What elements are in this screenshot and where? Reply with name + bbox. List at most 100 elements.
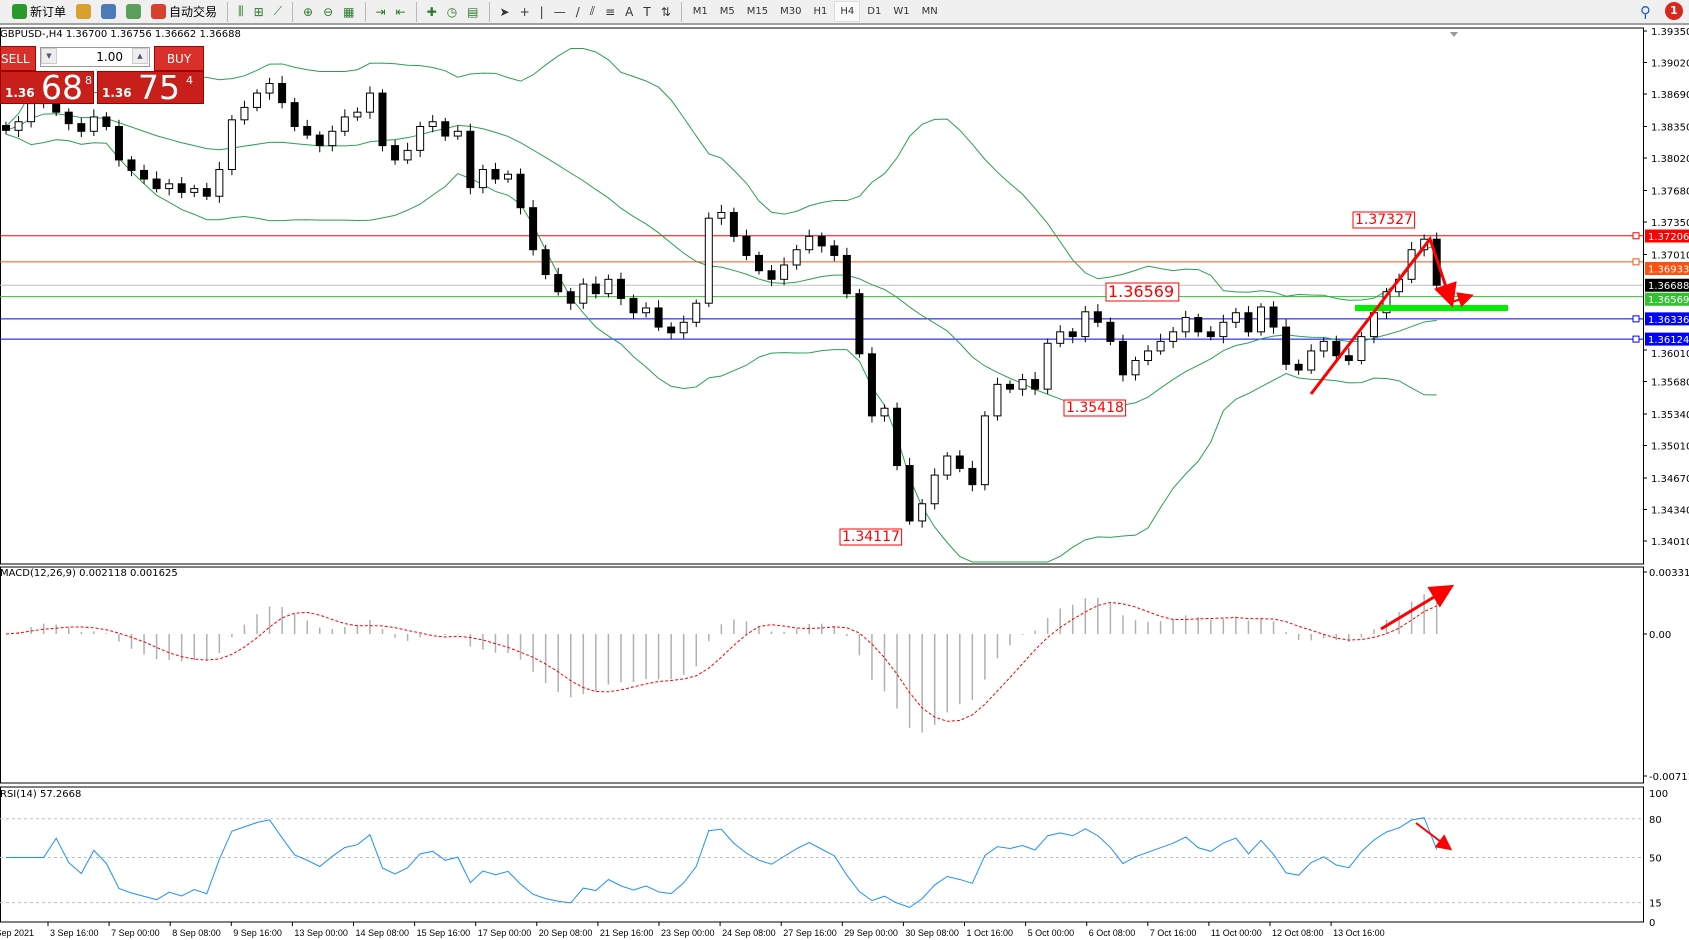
timeframe-m1[interactable]: M1 (692, 6, 708, 17)
fibonacci-icon[interactable]: ≡ (605, 4, 616, 19)
line-chart-icon[interactable]: ⟋ (273, 4, 283, 18)
bearish-candle (391, 145, 400, 161)
price-tick-label: 1.39020 (1651, 59, 1689, 70)
rsi-tick-label: 80 (1649, 815, 1662, 826)
toolbar-separator (364, 1, 366, 22)
zoom-in-icon[interactable]: ⊕ (303, 4, 314, 19)
price-tick-label: 1.37350 (1651, 218, 1689, 229)
bullish-candle (918, 503, 927, 522)
chart-area[interactable]: 1.39350 1.39020 1.38690 1.38350 1.38020 1.376… (0, 27, 1689, 940)
bullish-candle (428, 121, 437, 128)
candlestick-icon[interactable]: ⊞ (253, 4, 264, 19)
arrows-icon[interactable]: ⇅ (660, 4, 671, 19)
bullish-candle (190, 188, 199, 193)
price-level-badge (1645, 229, 1689, 243)
sell-price[interactable]: 1.36 68 8 (0, 68, 94, 107)
bearish-candle (755, 254, 763, 272)
bearish-candle (855, 293, 864, 355)
date-label: 21 Sep 16:00 (600, 928, 654, 938)
terminal-icon (101, 4, 117, 19)
bullish-candle (1219, 321, 1228, 338)
vertical-line-icon[interactable]: | (539, 4, 544, 19)
new-order-button[interactable]: 新订单 (8, 1, 70, 22)
timeframe-h4[interactable]: H4 (834, 1, 861, 22)
price-tick-label: 1.34670 (1651, 474, 1689, 485)
equidistant-channel-icon[interactable]: ⫽ (589, 4, 596, 18)
bearish-candle (1194, 317, 1203, 333)
price-tick-label: 1.37010 (1651, 250, 1689, 261)
bearish-candle (566, 291, 575, 304)
tile-windows-icon[interactable]: ▦ (343, 4, 355, 19)
signal-button[interactable] (122, 1, 145, 22)
date-label: 7 Oct 16:00 (1150, 928, 1197, 938)
bearish-candle (616, 278, 625, 299)
templates-icon[interactable]: ▤ (467, 4, 479, 19)
date-label: 13 Oct 16:00 (1333, 928, 1385, 938)
rsi-arrow-icon (1415, 822, 1453, 851)
sell-button[interactable]: SELL (0, 46, 36, 71)
bearish-candle (1344, 355, 1353, 361)
bearish-candle (1244, 312, 1253, 333)
bearish-candle (202, 188, 211, 197)
timeframe-mn[interactable]: MN (921, 6, 938, 17)
bullish-candle (1257, 306, 1265, 333)
search-icon[interactable]: ⚲ (1640, 3, 1651, 21)
price-tick-label: 1.34340 (1651, 505, 1689, 516)
bearish-candle (1282, 326, 1291, 365)
small-arrow-icon (1451, 292, 1474, 308)
chart-shift-icon[interactable]: ⇤ (395, 4, 406, 19)
metaeditor-button[interactable] (72, 1, 95, 22)
horizontal-line-icon[interactable]: — (553, 4, 566, 19)
timeframe-d1[interactable]: D1 (867, 6, 882, 17)
buy-price[interactable]: 1.36 75 4 (97, 68, 204, 107)
bullish-candle (328, 130, 337, 147)
bearish-candle (729, 211, 738, 237)
timeframe-m30[interactable]: M30 (780, 6, 802, 17)
bullish-candle (604, 278, 613, 295)
buy-button[interactable]: BUY (154, 46, 204, 71)
timeframe-m15[interactable]: M15 (746, 6, 769, 17)
date-label: 12 Oct 08:00 (1272, 928, 1324, 938)
auto-trading-icon (151, 4, 167, 19)
price-level-badge (1645, 332, 1689, 346)
lot-size-input[interactable]: 1.00 (40, 47, 150, 67)
auto-trading-button[interactable]: 自动交易 (147, 1, 221, 22)
level-handle (1632, 335, 1640, 343)
bearish-candle (102, 116, 111, 128)
zoom-out-icon[interactable]: ⊖ (323, 4, 334, 19)
toolbar-separator (227, 1, 229, 22)
lot-increase-button[interactable]: ▲ (132, 48, 148, 64)
bar-chart-icon[interactable]: ⫼ (238, 4, 244, 18)
price-tick-label: 1.37680 (1651, 186, 1689, 197)
date-label: 13 Sep 00:00 (294, 928, 348, 938)
trendline-icon[interactable]: / (575, 4, 580, 19)
price-annotation-box (1063, 399, 1127, 417)
terminal-button[interactable] (97, 1, 120, 22)
date-label: 3 Sep 16:00 (50, 928, 99, 938)
bearish-candle (830, 245, 839, 256)
bullish-candle (416, 126, 425, 151)
bullish-candle (1144, 350, 1153, 361)
bearish-candle (968, 467, 977, 486)
signal-icon (126, 4, 142, 19)
timeframe-h1[interactable]: H1 (813, 6, 828, 17)
notification-badge[interactable]: 1 (1665, 2, 1683, 20)
text-icon[interactable]: A (625, 4, 634, 19)
text-label-icon[interactable]: T (643, 4, 651, 19)
toolbar: 新订单 自动交易 ⫼ ⊞ ⟋ ⊕ ⊖ ▦ ⇥ ⇤ ✚ ◷ ▤ ➤ + | — / ⫽ ≡ A T ⇅ M1 M5 M15 M30 H1… (0, 0, 1689, 25)
bullish-candle (642, 307, 651, 314)
crosshair-icon[interactable]: + (519, 4, 530, 19)
price-tick-label: 1.35340 (1651, 410, 1689, 421)
toolbar-label: 自动交易 (169, 5, 218, 19)
bearish-candle (541, 249, 550, 276)
bullish-candle (980, 415, 989, 486)
lot-decrease-button[interactable]: ▼ (41, 48, 57, 64)
price-level-value: 1.36569 (1648, 295, 1689, 306)
cursor-icon[interactable]: ➤ (499, 4, 510, 19)
timeframe-m5[interactable]: M5 (719, 6, 735, 17)
periods-icon[interactable]: ◷ (446, 4, 458, 19)
bullish-candle (717, 211, 726, 219)
indicators-icon[interactable]: ✚ (426, 4, 437, 19)
autoscroll-icon[interactable]: ⇥ (375, 4, 386, 19)
timeframe-w1[interactable]: W1 (893, 6, 910, 17)
